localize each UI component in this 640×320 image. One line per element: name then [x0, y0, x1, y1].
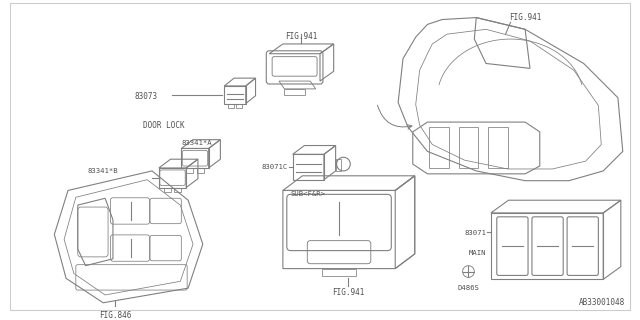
Text: FIG.941: FIG.941: [332, 288, 365, 297]
Text: 83341*B: 83341*B: [88, 168, 118, 174]
Text: D486S: D486S: [458, 285, 479, 291]
Text: 83071C: 83071C: [262, 164, 288, 170]
Text: FIG.941: FIG.941: [285, 32, 317, 41]
Text: FIG.941: FIG.941: [509, 13, 541, 22]
Text: 83071: 83071: [464, 230, 486, 236]
Text: DOOR LOCK: DOOR LOCK: [143, 121, 184, 130]
Text: 83073: 83073: [134, 92, 157, 101]
Text: AB33001048: AB33001048: [579, 298, 625, 307]
Text: MAIN: MAIN: [468, 250, 486, 256]
Text: 83341*A: 83341*A: [181, 140, 212, 146]
FancyArrowPatch shape: [378, 105, 412, 129]
Text: FIG.846: FIG.846: [99, 311, 131, 320]
Text: SUB<F&R>: SUB<F&R>: [291, 191, 326, 197]
